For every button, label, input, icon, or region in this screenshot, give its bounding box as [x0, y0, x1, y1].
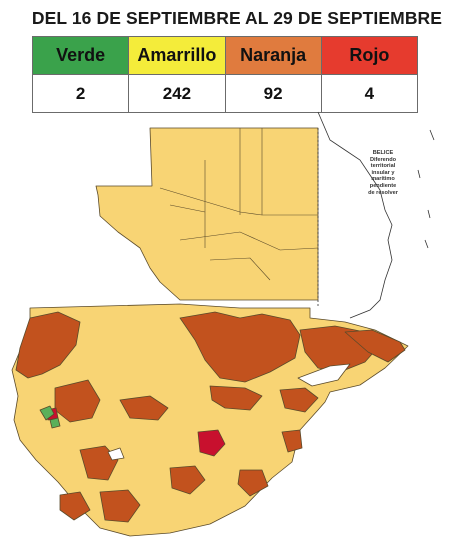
region-naranja-south2	[99, 489, 141, 523]
lake-atitlan	[107, 447, 125, 461]
region-verde-1	[39, 405, 55, 421]
belice-note: BELICE Diferendo territorial insular y m…	[368, 150, 398, 196]
region-naranja-south4	[237, 469, 269, 497]
legend-rojo-count: 4	[320, 74, 419, 113]
region-naranja-coast	[59, 491, 91, 521]
region-naranja-south3	[169, 465, 206, 495]
legend-rojo-label: Rojo	[320, 36, 419, 75]
legend-table: Verde Amarrillo Naranja Rojo 2 242 92 4	[31, 36, 419, 113]
legend-verde-count: 2	[31, 74, 130, 113]
region-rojo-guatemala	[197, 429, 226, 457]
guatemala-map	[11, 111, 435, 537]
region-south	[11, 303, 409, 537]
page-title: DEL 16 DE SEPTIEMBRE AL 29 DE SEPTIEMBRE	[31, 8, 443, 28]
belize-coast	[317, 111, 393, 319]
legend-amarillo-label: Amarrillo	[128, 36, 226, 75]
region-naranja-south1	[79, 445, 119, 481]
region-naranja-southeast	[281, 429, 303, 453]
legend-naranja-count: 92	[224, 74, 322, 113]
region-naranja-center	[209, 385, 263, 411]
region-naranja-center-north	[179, 311, 301, 383]
region-naranja-west	[15, 311, 81, 379]
legend-naranja-label: Naranja	[224, 36, 322, 75]
region-naranja-east2	[279, 387, 319, 413]
legend-verde-label: Verde	[31, 36, 130, 75]
lake-izabal	[297, 363, 351, 387]
region-peten	[95, 127, 319, 301]
region-naranja-mid	[119, 395, 169, 421]
region-verde-2	[49, 417, 61, 429]
region-naranja-izabal	[344, 329, 406, 363]
